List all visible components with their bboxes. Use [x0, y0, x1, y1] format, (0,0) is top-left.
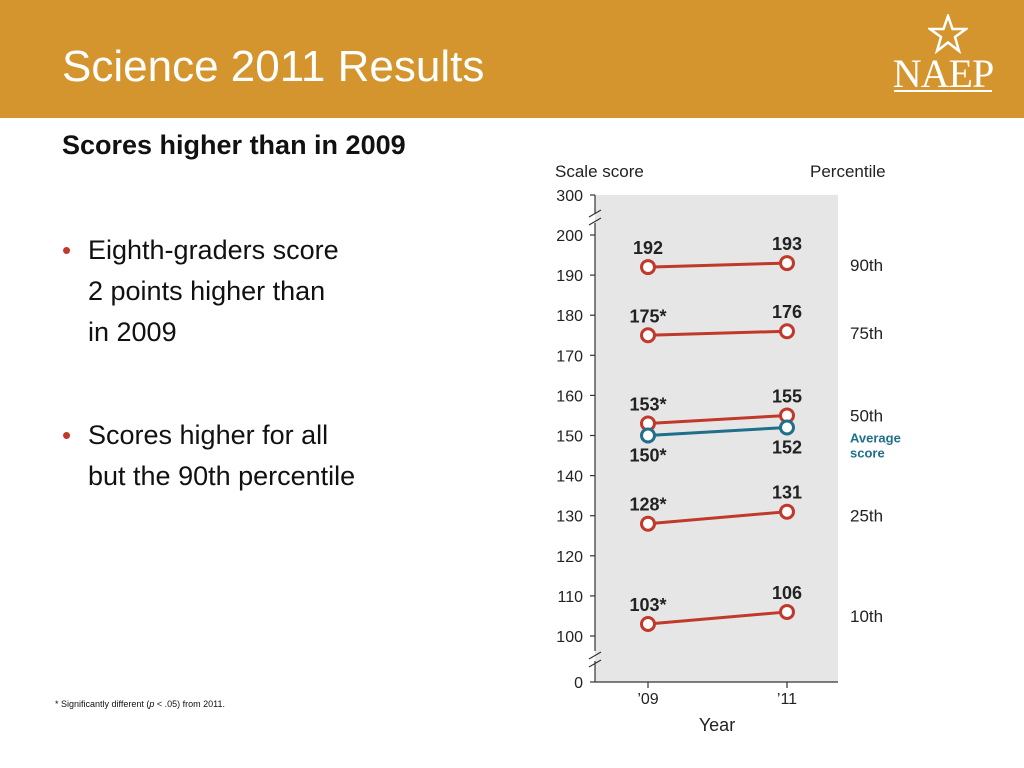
percentile-label: 75th [850, 324, 883, 343]
footnote-p: p [149, 699, 155, 709]
series-line [647, 413, 788, 425]
y-tick-label: 110 [557, 589, 583, 606]
percentile-label: 50th [850, 406, 883, 425]
series-line [647, 610, 788, 626]
axis-break-mark [588, 217, 602, 226]
data-label: 152 [772, 437, 802, 457]
footnote-prefix: * Significantly different ( [55, 699, 150, 709]
footnote-suffix: < .05) from 2011. [154, 699, 226, 709]
axis-break-mark [588, 209, 602, 218]
data-point [779, 419, 795, 436]
y-tick-label: 170 [556, 348, 583, 365]
data-label: 153* [629, 394, 666, 414]
series-line [647, 261, 788, 269]
data-label: 155 [772, 386, 802, 406]
y-tick-label: 180 [556, 308, 583, 325]
y-tick-label: 100 [556, 629, 583, 646]
data-point [640, 515, 656, 532]
bullet-line: 2 points higher than [88, 276, 326, 306]
bullet-list: Eighth-graders score 2 points higher tha… [62, 230, 442, 497]
bullet-item: Eighth-graders score 2 points higher tha… [62, 230, 442, 353]
percentile-label: 25th [850, 507, 883, 526]
percentile-label: 90th [850, 256, 883, 275]
bullet-line: in 2009 [88, 317, 177, 347]
data-label: 150* [629, 446, 666, 466]
series-line [647, 329, 788, 337]
footnote: * Significantly different (p < .05) from… [55, 699, 225, 709]
data-label: 192 [633, 238, 663, 258]
axis-break-mark [588, 659, 602, 668]
plot-background [595, 195, 838, 682]
y-tick-label: 160 [556, 388, 583, 405]
data-point [779, 323, 795, 340]
data-point [779, 255, 795, 272]
y-tick-label: 200 [556, 228, 583, 245]
score-chart: 300 200 190 180 170 160 150 140 130 120 110 100 0 ’09… [555, 162, 901, 735]
series-line [647, 425, 788, 437]
logo-rule [894, 90, 992, 92]
subtitle: Scores higher than in 2009 [62, 130, 406, 160]
x-tick-label: ’09 [637, 691, 658, 708]
data-label: 175* [629, 306, 666, 326]
bullet-line: Scores higher for all [88, 420, 329, 450]
data-label: 193 [772, 234, 802, 254]
y-tick-label: 150 [556, 429, 583, 446]
data-point [640, 327, 656, 344]
bullet-line: but the 90th percentile [88, 461, 356, 491]
y-tick-label: 120 [556, 549, 583, 566]
average-score-label: Average [850, 431, 901, 446]
data-point [779, 603, 795, 620]
data-label: 106 [772, 583, 802, 603]
series-line [647, 510, 788, 526]
y-tick-label: 0 [574, 675, 583, 692]
slide-title: Science 2011 Results [62, 42, 485, 91]
bullet-line: Eighth-graders score [88, 235, 339, 265]
header-bar: Science 2011 Results NAEP [0, 0, 1024, 118]
star-icon [928, 14, 968, 54]
y-tick-label: 130 [556, 509, 583, 526]
x-tick-label: ’11 [777, 691, 797, 708]
y-tick-label: 140 [556, 469, 583, 486]
data-label: 128* [629, 495, 666, 515]
data-point [779, 503, 795, 520]
logo-text: NAEP [892, 51, 994, 96]
data-point [640, 427, 656, 444]
percentile-label: 10th [850, 607, 883, 626]
y-tick-label: 190 [556, 268, 583, 285]
data-point [640, 259, 656, 276]
bullet-item: Scores higher for all but the 90th perce… [62, 415, 442, 497]
y-tick-label: 300 [556, 188, 583, 205]
data-label: 103* [629, 595, 666, 615]
x-axis-title: Year [699, 715, 735, 735]
y-axis-title: Scale score [555, 162, 644, 181]
naep-logo: NAEP [888, 14, 998, 98]
data-point [640, 615, 656, 632]
average-score-label: score [850, 446, 885, 461]
data-label: 131 [772, 483, 802, 503]
data-label: 176 [772, 302, 802, 322]
right-axis-title: Percentile [810, 162, 886, 181]
axis-break-mark [588, 651, 602, 660]
